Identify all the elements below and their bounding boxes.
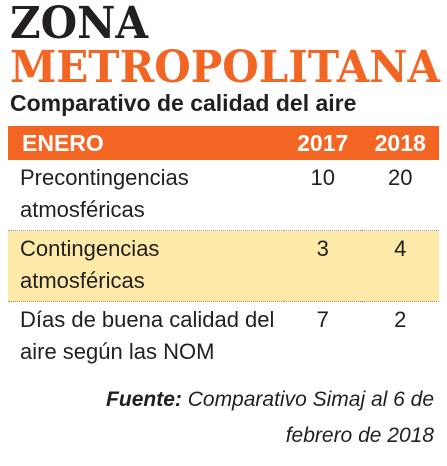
cell-value: 7 [316,307,329,332]
subtitle: METROPOLITANA [10,42,441,90]
column-header: 2018 [361,126,439,160]
column-header: ENERO [8,126,284,160]
cell-value: 3 [283,230,362,302]
source: Fuente: Comparativo Simaj al 6 de febrer… [104,382,434,454]
titles: ZONA METROPOLITANA [10,0,441,90]
table-body: Precontingencias atmosféricas 10 20 Conting… [8,160,439,372]
table-row: Precontingencias atmosféricas 10 20 [8,160,439,231]
column-header: 2017 [283,126,362,160]
title: ZONA [10,0,149,49]
cell-value: 2 [394,307,407,332]
row-label: Precontingencias atmosféricas [8,160,284,231]
cell-value: 10 [283,160,362,231]
cell-value: 20 [361,160,439,231]
source-label: Fuente: [106,388,182,411]
row-label: Días de buena calidad del aire según las… [20,307,275,364]
table-row: Contingencias atmosféricas 3 4 [8,230,439,302]
caption: Comparativo de calidad del aire [10,90,357,116]
table: ENERO 2017 2018 Precontingencias atmosfé… [8,126,439,372]
table-row: Días de buena calidad del aire según las… [8,302,439,373]
source-text: Comparativo Simaj al 6 de febrero de 201… [187,388,434,447]
row-label: Contingencias atmosféricas [8,230,284,302]
header-row: ENERO 2017 2018 [8,126,439,160]
cell-value: 4 [361,230,439,302]
